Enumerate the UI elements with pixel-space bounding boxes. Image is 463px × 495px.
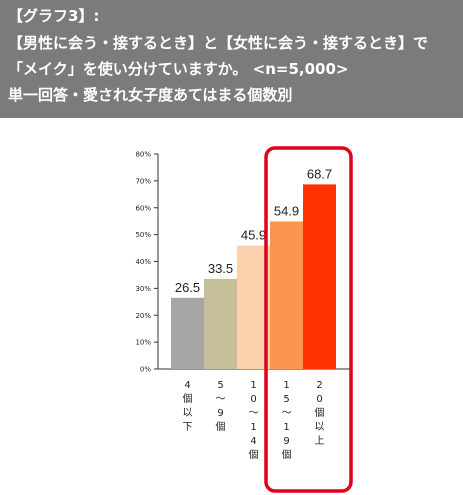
y-tick-label: 80%: [135, 151, 151, 159]
category-label: 〜: [249, 408, 259, 419]
category-label: 9: [283, 436, 289, 447]
data-label: 26.5: [175, 280, 200, 295]
category-label: 1: [283, 380, 289, 391]
category-label: 下: [183, 422, 193, 433]
header-title: 【グラフ3】:: [8, 7, 100, 25]
category-label: 上: [315, 435, 325, 447]
category-label: 1: [250, 422, 256, 433]
header-question-line-2: 「メイク」を使い分けていますか。 <n=5,000>: [8, 60, 349, 78]
category-label: 2: [316, 380, 322, 391]
category-label: 個: [183, 392, 193, 405]
data-label: 54.9: [274, 203, 299, 218]
bar-1: [171, 297, 204, 369]
category-label: 以: [315, 422, 325, 433]
data-label: 33.5: [208, 261, 233, 276]
y-tick-label: 40%: [135, 258, 151, 266]
bar-chart: 0%10%20%30%40%50%60%70%80%26.54個以下33.55〜…: [135, 146, 353, 493]
highlight-frame: [264, 146, 353, 493]
category-label: 4: [184, 380, 190, 391]
bar-4: [270, 221, 303, 369]
category-label: 個: [282, 448, 292, 461]
category-label: 1: [283, 422, 289, 433]
category-label: 1: [250, 380, 256, 391]
category-label: 個: [249, 448, 259, 461]
y-tick-label: 0%: [140, 366, 151, 374]
category-label: 〜: [282, 408, 292, 419]
y-tick-label: 20%: [135, 312, 151, 320]
y-tick-label: 60%: [135, 204, 151, 212]
category-label: 9: [217, 408, 223, 419]
data-label: 45.9: [241, 228, 266, 243]
header-subtitle: 単一回答・愛され女子度あてはまる個数別: [8, 86, 293, 104]
category-label: 5: [217, 380, 223, 391]
bar-5: [303, 184, 336, 369]
category-label: 5: [283, 394, 289, 405]
category-label: 0: [250, 394, 256, 405]
category-label: 4: [250, 436, 256, 447]
y-tick-label: 10%: [135, 339, 151, 347]
category-label: 個: [216, 420, 226, 433]
data-label: 68.7: [307, 166, 332, 181]
chart-header: 【グラフ3】: 【男性に会う・接するとき】と【女性に会う・接するとき】で 「メイ…: [0, 0, 463, 118]
y-tick-label: 50%: [135, 231, 151, 239]
category-label: 以: [183, 408, 193, 419]
category-label: 〜: [216, 394, 226, 405]
y-tick-label: 30%: [135, 285, 151, 293]
category-label: 0: [316, 394, 322, 405]
header-question-line-1: 【男性に会う・接するとき】と【女性に会う・接するとき】で: [8, 34, 429, 52]
category-label: 個: [315, 406, 325, 419]
bar-2: [204, 278, 237, 369]
y-tick-label: 70%: [135, 177, 151, 185]
